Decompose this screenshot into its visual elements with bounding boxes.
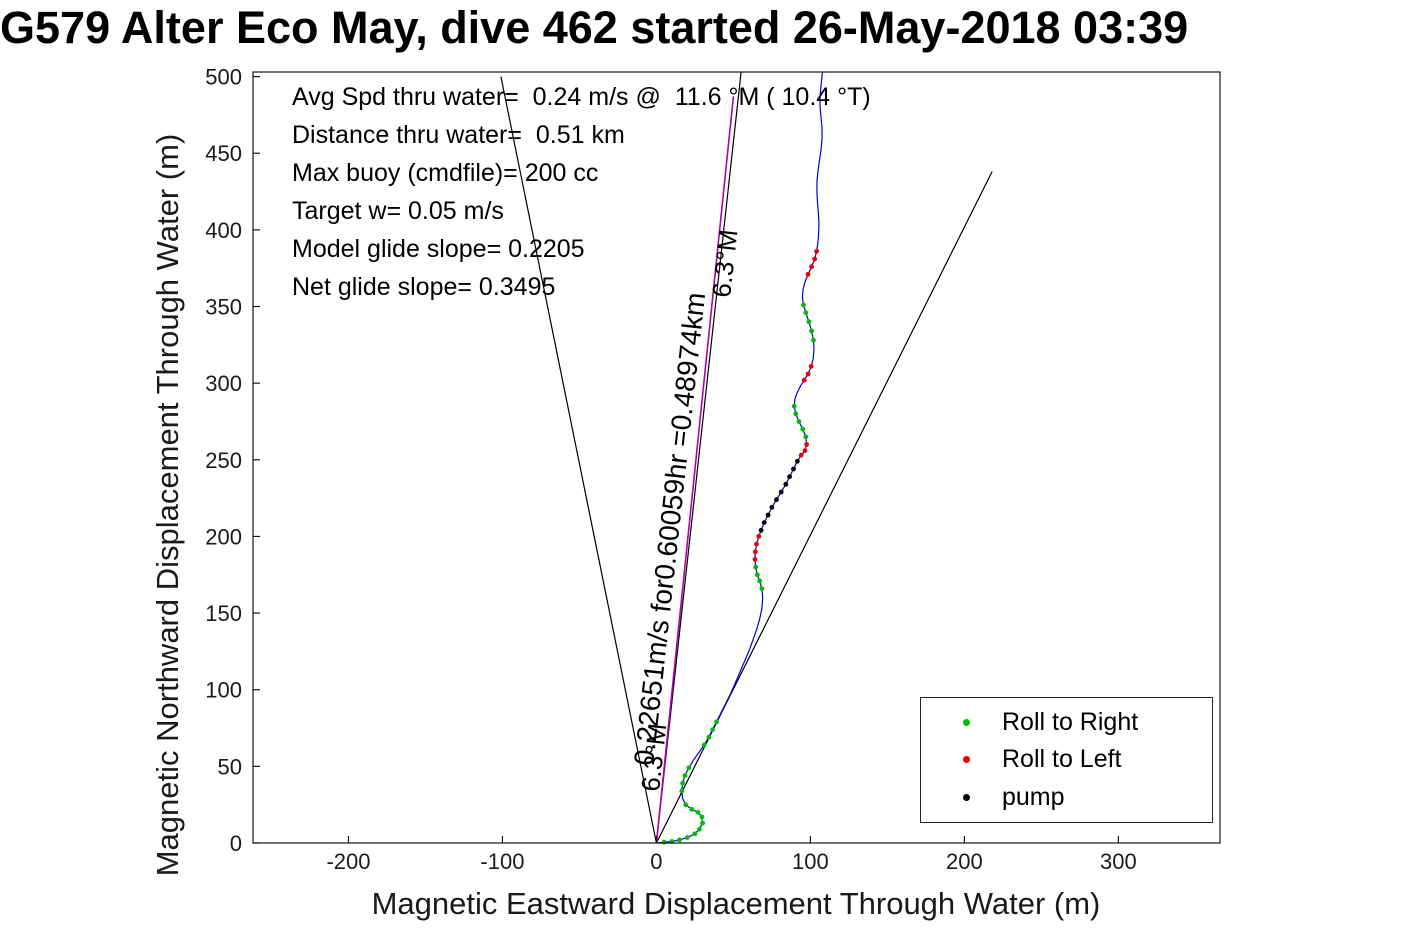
x-tick-label: -100 xyxy=(480,849,524,874)
y-tick-label: 500 xyxy=(205,65,242,90)
y-axis-label: Magnetic Northward Displacement Through … xyxy=(150,133,185,877)
y-tick-label: 300 xyxy=(205,371,242,396)
scatter-point-roll-to-left xyxy=(804,442,809,447)
x-axis-label: Magnetic Eastward Displacement Through W… xyxy=(371,886,1101,921)
x-tick-label: -200 xyxy=(326,849,370,874)
y-tick-label: 400 xyxy=(205,218,242,243)
annotation-avg-speed: Avg Spd thru water= 0.24 m/s @ 11.6 °M (… xyxy=(292,83,871,111)
roll-right-marker-icon xyxy=(963,719,970,727)
scatter-point-roll-to-left xyxy=(805,371,811,377)
scatter-point-pump xyxy=(778,489,784,495)
scatter-point-roll-to-right xyxy=(791,403,797,409)
scatter-point-roll-to-right xyxy=(677,837,682,843)
scatter-point-roll-to-right xyxy=(806,319,812,325)
scatter-point-roll-to-left xyxy=(814,248,819,254)
scatter-point-roll-to-right xyxy=(683,802,689,808)
scatter-point-roll-to-right xyxy=(796,419,802,424)
scatter-point-roll-to-right xyxy=(682,773,688,778)
scatter-point-roll-to-right xyxy=(679,788,685,794)
scatter-point-roll-to-left xyxy=(809,264,814,270)
legend-item-pump: pump xyxy=(921,780,1212,814)
legend: Roll to Right Roll to Left pump xyxy=(920,697,1213,823)
scatter-point-roll-to-left xyxy=(752,557,758,562)
scatter-point-roll-to-left xyxy=(798,452,804,458)
scatter-point-roll-to-left xyxy=(754,541,759,547)
y-tick-label: 350 xyxy=(205,295,242,320)
scatter-point-roll-to-left xyxy=(752,549,758,555)
scatter-point-roll-to-right xyxy=(757,578,762,584)
scatter-point-roll-to-right xyxy=(684,835,690,840)
scatter-point-roll-to-right xyxy=(689,806,695,812)
y-tick-label: 450 xyxy=(205,141,242,166)
scatter-point-roll-to-right xyxy=(714,719,719,725)
scatter-point-roll-to-right xyxy=(686,765,692,771)
scatter-point-pump xyxy=(787,474,792,480)
y-tick-label: 50 xyxy=(218,754,242,779)
scatter-point-roll-to-left xyxy=(756,534,762,539)
axes-box xyxy=(252,71,1221,844)
legend-item-roll-right: Roll to Right xyxy=(921,706,1212,740)
scatter-point-roll-to-right xyxy=(706,734,712,740)
annotation-net-glide: Net glide slope= 0.3495 xyxy=(292,273,556,301)
left-bearing-line xyxy=(500,76,657,844)
scatter-point-roll-to-left xyxy=(805,271,811,277)
y-tick-label: 150 xyxy=(205,601,242,626)
scatter-point-roll-to-right xyxy=(661,839,667,845)
x-tick-label: 300 xyxy=(1100,849,1137,874)
y-tick-label: 100 xyxy=(205,678,242,703)
legend-label-roll-right: Roll to Right xyxy=(1002,708,1139,737)
x-tick-label: 100 xyxy=(792,849,829,874)
scatter-point-roll-to-right xyxy=(701,742,707,748)
scatter-point-roll-to-right xyxy=(803,434,809,440)
scatter-point-pump xyxy=(783,481,789,487)
y-tick-label: 200 xyxy=(205,524,242,549)
scatter-point-roll-to-right xyxy=(699,814,705,820)
scatter-point-roll-to-right xyxy=(710,727,715,732)
legend-label-roll-left: Roll to Left xyxy=(1002,745,1122,774)
scatter-point-pump xyxy=(765,512,771,518)
annotation-block: Avg Spd thru water= 0.24 m/s @ 11.6 °M (… xyxy=(292,78,871,306)
scatter-point-roll-to-right xyxy=(759,586,765,591)
scatter-point-roll-to-right xyxy=(680,780,685,786)
scatter-point-roll-to-right xyxy=(800,426,806,432)
scatter-point-roll-to-right xyxy=(809,328,814,334)
scatter-point-roll-to-right xyxy=(695,809,701,815)
chart-title: SG579 Alter Eco May, dive 462 started 26… xyxy=(0,2,1189,53)
scatter-point-roll-to-right xyxy=(793,411,799,417)
scatter-point-roll-to-right xyxy=(753,564,759,570)
annotation-target-w: Target w= 0.05 m/s xyxy=(292,197,504,225)
scatter-point-pump xyxy=(758,527,764,533)
annotation-model-glide: Model glide slope= 0.2205 xyxy=(292,235,585,263)
scatter-point-pump xyxy=(774,497,779,503)
x-tick-label: 0 xyxy=(650,849,662,874)
y-tick-label: 250 xyxy=(205,448,242,473)
scatter-point-roll-to-right xyxy=(697,826,702,832)
x-tick-label: 200 xyxy=(946,849,983,874)
annotation-distance: Distance thru water= 0.51 km xyxy=(292,121,625,149)
scatter-point-roll-to-left xyxy=(801,377,807,383)
scatter-point-pump xyxy=(769,504,775,510)
annotation-max-buoy: Max buoy (cmdfile)= 200 cc xyxy=(292,159,599,187)
y-tick-label: 0 xyxy=(230,831,242,856)
scatter-point-roll-to-right xyxy=(811,337,816,343)
course-made-good-line xyxy=(655,96,735,844)
scatter-point-roll-to-left xyxy=(802,448,808,453)
scatter-point-roll-to-right xyxy=(801,302,806,308)
legend-label-pump: pump xyxy=(1002,782,1065,811)
scatter-point-roll-to-left xyxy=(808,363,814,369)
scatter-point-pump xyxy=(761,520,767,525)
scatter-point-pump xyxy=(794,458,800,464)
roll-left-marker-icon xyxy=(963,756,970,764)
scatter-point-roll-to-right xyxy=(754,572,760,578)
pump-marker-icon xyxy=(963,793,970,801)
scatter-point-roll-to-right xyxy=(692,831,698,837)
course-bearing-line xyxy=(655,71,742,844)
scatter-point-roll-to-right xyxy=(700,820,705,826)
scatter-point-roll-to-right xyxy=(803,310,809,316)
legend-item-roll-left: Roll to Left xyxy=(921,743,1212,777)
scatter-point-roll-to-left xyxy=(812,256,818,262)
scatter-point-pump xyxy=(791,466,796,472)
